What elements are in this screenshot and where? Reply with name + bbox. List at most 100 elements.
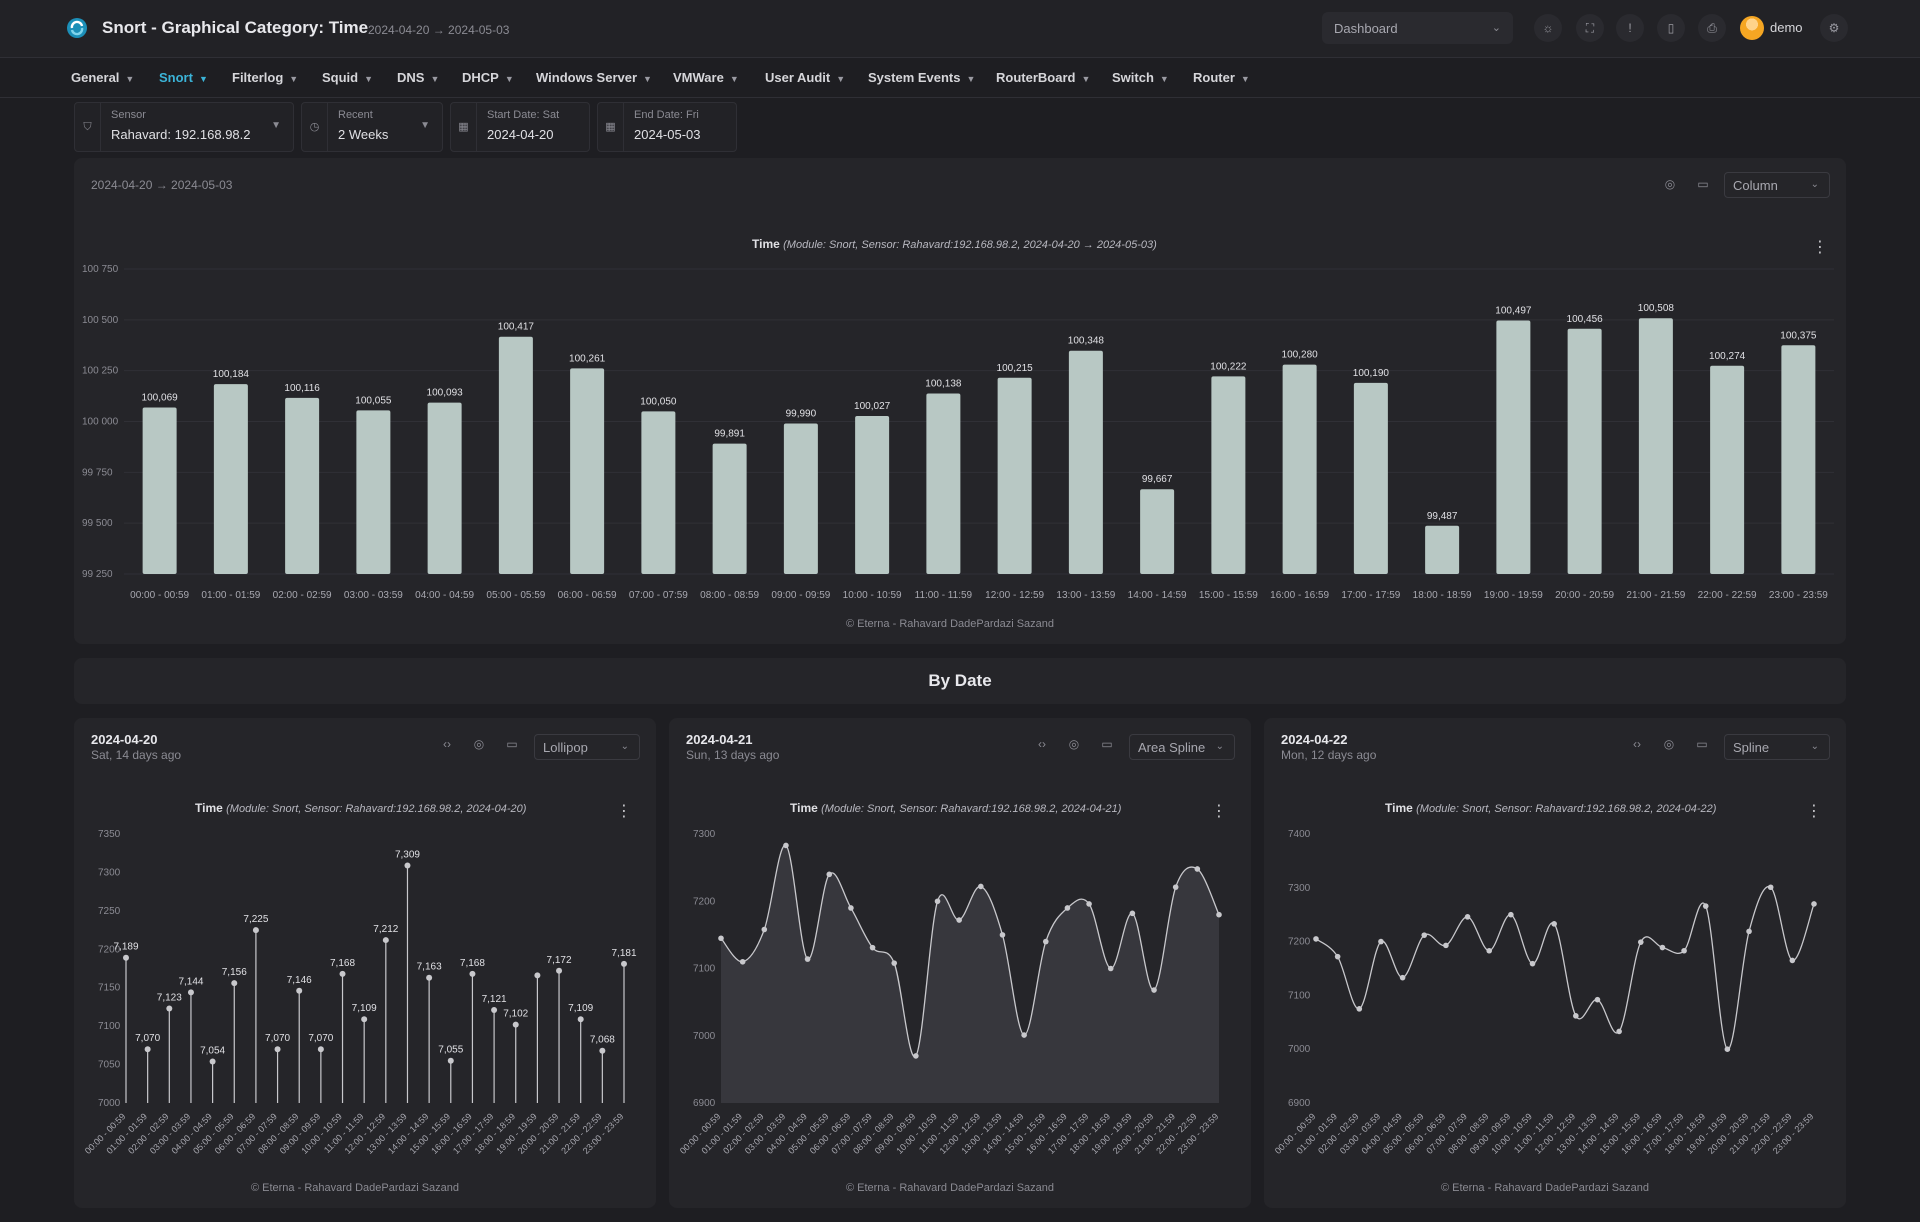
nav-item-general[interactable]: General ▼ <box>71 70 134 85</box>
data-point[interactable] <box>1594 996 1601 1003</box>
data-point[interactable] <box>1356 1006 1363 1012</box>
data-point[interactable] <box>1529 960 1536 967</box>
avatar[interactable] <box>1740 16 1764 40</box>
bar[interactable] <box>712 443 747 574</box>
chart-type-select[interactable]: Column ⌄ <box>1724 172 1830 198</box>
chart-menu-icon[interactable]: ⋮ <box>1812 239 1828 256</box>
target-icon[interactable]: ◎ <box>1068 737 1080 751</box>
data-point[interactable] <box>869 944 876 951</box>
lollipop-point[interactable] <box>382 937 389 944</box>
data-point[interactable] <box>1486 947 1493 954</box>
data-point[interactable] <box>1659 944 1666 951</box>
bar[interactable] <box>142 407 177 574</box>
nav-item-dns[interactable]: DNS ▼ <box>397 70 439 85</box>
lollipop-point[interactable] <box>144 1046 151 1053</box>
lollipop-point[interactable] <box>577 1016 584 1023</box>
data-point[interactable] <box>1334 953 1341 960</box>
sensor-select[interactable]: ⛉ Sensor Rahavard: 192.168.98.2 ▼ <box>74 102 294 152</box>
data-point[interactable] <box>1724 1046 1731 1052</box>
lollipop-point[interactable] <box>556 967 563 974</box>
lollipop-point[interactable] <box>317 1046 324 1053</box>
comment-icon[interactable]: ▭ <box>1697 177 1709 191</box>
bar[interactable] <box>641 411 676 574</box>
target-icon[interactable]: ◎ <box>1664 177 1676 191</box>
data-point[interactable] <box>1399 974 1406 981</box>
data-point[interactable] <box>848 905 854 911</box>
settings-icon[interactable]: ⚙ <box>1820 14 1848 42</box>
data-point[interactable] <box>1313 936 1319 942</box>
bar[interactable] <box>356 410 391 574</box>
data-point[interactable] <box>1443 942 1449 949</box>
comment-icon[interactable]: ▭ <box>1696 737 1708 751</box>
data-point[interactable] <box>891 960 898 966</box>
bar[interactable] <box>1496 320 1531 574</box>
nav-item-squid[interactable]: Squid ▼ <box>322 70 373 85</box>
data-point[interactable] <box>1421 932 1428 938</box>
comment-icon[interactable]: ▭ <box>506 737 518 751</box>
lollipop-point[interactable] <box>621 960 627 967</box>
data-point[interactable] <box>1021 1032 1027 1038</box>
lollipop-point[interactable] <box>187 989 194 996</box>
chart-type-select[interactable]: Area Spline ⌄ <box>1129 734 1235 760</box>
lollipop-point[interactable] <box>339 970 346 977</box>
lollipop-point[interactable] <box>123 954 129 961</box>
lollipop-point[interactable] <box>404 862 411 869</box>
bar[interactable] <box>1282 364 1317 574</box>
nav-item-user-audit[interactable]: User Audit ▼ <box>765 70 845 85</box>
bar[interactable] <box>1353 382 1388 574</box>
bar[interactable] <box>427 402 462 574</box>
nav-item-switch[interactable]: Switch ▼ <box>1112 70 1169 85</box>
bar[interactable] <box>498 336 533 574</box>
bar[interactable] <box>1710 365 1745 574</box>
dashboard-select[interactable]: Dashboard ⌄ <box>1322 12 1513 44</box>
data-point[interactable] <box>761 926 768 933</box>
data-point[interactable] <box>1702 903 1709 909</box>
target-icon[interactable]: ◎ <box>1663 737 1675 751</box>
device-icon[interactable]: ▯ <box>1657 14 1685 42</box>
data-point[interactable] <box>1107 965 1114 972</box>
data-point[interactable] <box>1767 884 1774 891</box>
nav-item-snort[interactable]: Snort ▼ <box>159 70 208 85</box>
lollipop-point[interactable] <box>599 1047 606 1054</box>
lollipop-point[interactable] <box>252 927 259 934</box>
bar[interactable] <box>213 384 248 574</box>
data-point[interactable] <box>1681 947 1687 954</box>
data-point[interactable] <box>739 958 746 965</box>
data-point[interactable] <box>913 1053 919 1059</box>
data-point[interactable] <box>1194 866 1201 872</box>
print-icon[interactable]: ⎙ <box>1698 14 1726 42</box>
bar[interactable] <box>1781 345 1816 574</box>
data-point[interactable] <box>1551 921 1557 927</box>
fullscreen-icon[interactable]: ⛶ <box>1576 14 1604 42</box>
nav-item-router[interactable]: Router ▼ <box>1193 70 1250 85</box>
lollipop-point[interactable] <box>296 987 303 994</box>
nav-item-dhcp[interactable]: DHCP ▼ <box>462 70 514 85</box>
lollipop-point[interactable] <box>361 1016 368 1023</box>
data-point[interactable] <box>1616 1028 1622 1035</box>
data-point[interactable] <box>934 898 941 905</box>
lollipop-point[interactable] <box>469 970 476 977</box>
code-icon[interactable]: ‹› <box>443 737 451 751</box>
chart-menu-icon[interactable]: ⋮ <box>616 803 632 820</box>
data-point[interactable] <box>1464 914 1471 920</box>
nav-item-routerboard[interactable]: RouterBoard ▼ <box>996 70 1090 85</box>
data-point[interactable] <box>1042 938 1049 945</box>
data-point[interactable] <box>978 883 984 890</box>
nav-item-system-events[interactable]: System Events ▼ <box>868 70 975 85</box>
start-date-field[interactable]: ▦ Start Date: Sat 2024-04-20 <box>450 102 590 152</box>
bar[interactable] <box>570 368 605 574</box>
lollipop-point[interactable] <box>491 1007 498 1014</box>
alert-icon[interactable]: ! <box>1616 14 1644 42</box>
bar[interactable] <box>926 393 961 574</box>
data-point[interactable] <box>1789 957 1796 964</box>
code-icon[interactable]: ‹› <box>1038 737 1046 751</box>
sun-icon[interactable]: ☼ <box>1534 14 1562 42</box>
nav-item-filterlog[interactable]: Filterlog ▼ <box>232 70 298 85</box>
data-point[interactable] <box>783 842 789 849</box>
lollipop-point[interactable] <box>426 974 433 981</box>
bar[interactable] <box>1068 350 1103 574</box>
data-point[interactable] <box>1508 911 1514 918</box>
comment-icon[interactable]: ▭ <box>1101 737 1113 751</box>
end-date-field[interactable]: ▦ End Date: Fri 2024-05-03 <box>597 102 737 152</box>
bar[interactable] <box>1211 376 1246 574</box>
